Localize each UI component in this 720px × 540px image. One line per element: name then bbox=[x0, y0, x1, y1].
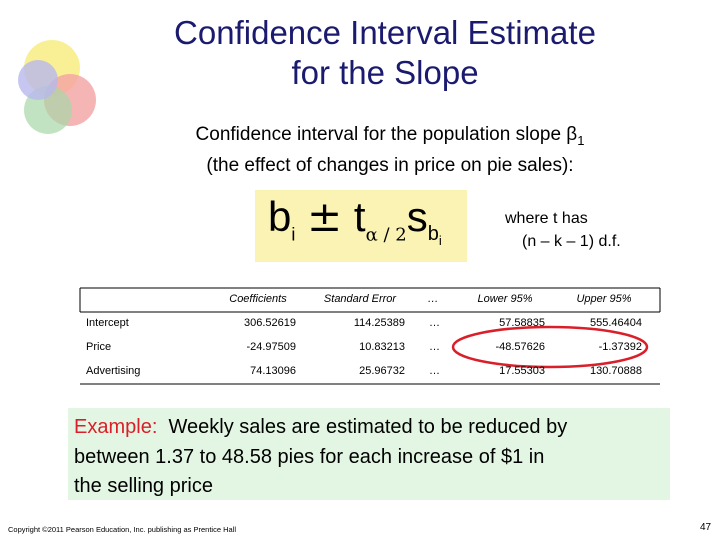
row-label: Price bbox=[86, 341, 112, 353]
formula-part: i bbox=[438, 233, 442, 249]
intro: (the effect of changes in price on pie s… bbox=[206, 155, 574, 176]
column-header: Standard Error bbox=[323, 293, 397, 305]
cell: 74.13096 bbox=[250, 365, 296, 377]
cell: 25.96732 bbox=[359, 365, 405, 377]
intro: Confidence interval for the population s… bbox=[0, 124, 720, 148]
cell: 17.55303 bbox=[499, 365, 545, 377]
cell: 130.70888 bbox=[590, 365, 642, 377]
formula-part: t bbox=[353, 193, 366, 240]
cell: 10.83213 bbox=[359, 341, 405, 353]
cell: 555.46404 bbox=[590, 317, 642, 329]
cell: … bbox=[429, 317, 440, 329]
formula-part: b bbox=[268, 193, 292, 240]
cell: -48.57626 bbox=[495, 341, 545, 353]
title: for the Slope bbox=[291, 54, 479, 91]
cell: … bbox=[429, 365, 440, 377]
formula: bi ± tα / 2sbi bbox=[268, 192, 442, 248]
row-label: Intercept bbox=[86, 317, 129, 329]
page-number: 47 bbox=[700, 522, 712, 533]
cell: -24.97509 bbox=[246, 341, 296, 353]
cell: 114.25389 bbox=[353, 317, 405, 329]
cell: 306.52619 bbox=[244, 317, 296, 329]
note: where t has bbox=[505, 210, 588, 227]
intro-text: Confidence interval for the population s… bbox=[195, 124, 578, 145]
formula-part: b bbox=[427, 223, 439, 246]
formula-part: s bbox=[406, 193, 428, 240]
row-label: Advertising bbox=[86, 365, 141, 377]
column-header: Lower 95% bbox=[477, 293, 533, 305]
column-header: Coefficients bbox=[229, 293, 287, 305]
formula-part: ± bbox=[307, 192, 343, 241]
cell: -1.37392 bbox=[598, 341, 642, 353]
column-header: … bbox=[427, 293, 439, 305]
note: (n – k – 1) d.f. bbox=[522, 233, 621, 250]
example-line: the selling price bbox=[74, 475, 213, 497]
example-line: between 1.37 to 48.58 pies for each incr… bbox=[74, 446, 545, 468]
cell: 57.58835 bbox=[499, 317, 545, 329]
formula-part: bi bbox=[427, 223, 442, 249]
cell: … bbox=[429, 341, 440, 353]
subscript: 1 bbox=[577, 132, 585, 148]
example-line: Example: Weekly sales are estimated to b… bbox=[74, 416, 567, 439]
column-header: Upper 95% bbox=[576, 293, 632, 305]
formula-part: i bbox=[291, 224, 296, 245]
copyright: Copyright ©2011 Pearson Education, Inc. … bbox=[8, 525, 237, 534]
example-label: Example: bbox=[74, 416, 158, 438]
title: Confidence Interval Estimate bbox=[174, 14, 596, 51]
formula-part: α / 2 bbox=[365, 224, 407, 246]
example-text: Weekly sales are estimated to be reduced… bbox=[168, 416, 568, 438]
